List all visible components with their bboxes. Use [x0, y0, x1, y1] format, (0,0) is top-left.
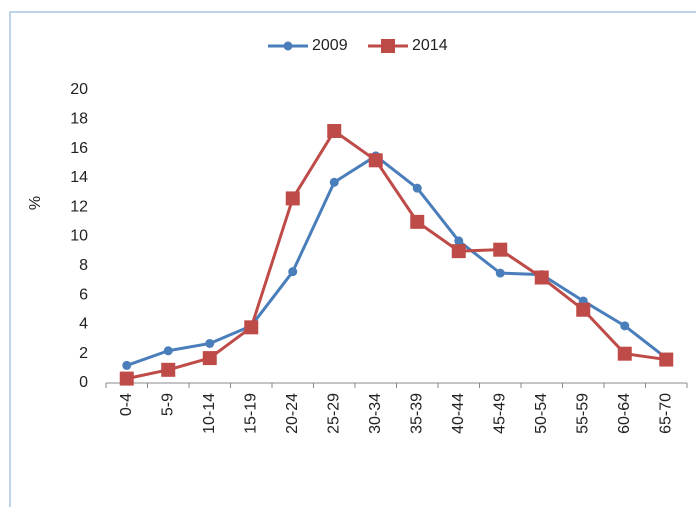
marker [412, 183, 422, 193]
y-axis-label: % [27, 196, 44, 210]
x-tick-label: 20-24 [284, 393, 301, 434]
marker [244, 320, 259, 335]
marker [451, 244, 466, 259]
x-tick-label: 0-4 [118, 393, 135, 416]
x-tick-label: 45-49 [491, 393, 508, 434]
marker [617, 346, 632, 361]
y-tick-label: 6 [79, 286, 88, 303]
marker [454, 236, 464, 246]
y-tick-label: 14 [70, 169, 88, 186]
marker [119, 371, 134, 386]
marker [288, 267, 298, 277]
marker [163, 346, 173, 356]
legend-label: 2014 [412, 37, 448, 54]
x-tick-label: 30-34 [367, 393, 384, 434]
marker [534, 270, 549, 285]
y-tick-label: 18 [70, 111, 88, 128]
x-tick-label: 15-19 [242, 393, 259, 434]
marker [410, 214, 425, 229]
y-tick-label: 12 [70, 198, 88, 215]
x-tick-label: 35-39 [408, 393, 425, 434]
y-tick-label: 20 [70, 81, 88, 98]
y-tick-label: 10 [70, 228, 88, 245]
marker [205, 338, 215, 348]
x-tick-label: 50-54 [533, 393, 550, 434]
x-tick-label: 25-29 [325, 393, 342, 434]
y-tick-label: 2 [79, 345, 88, 362]
marker [368, 153, 383, 168]
legend-marker [381, 39, 395, 53]
x-tick-label: 40-44 [450, 393, 467, 434]
marker [202, 351, 217, 366]
marker [576, 302, 591, 317]
marker [659, 352, 674, 367]
marker [493, 242, 508, 257]
marker [620, 321, 630, 331]
series-line [126, 154, 668, 367]
y-tick-label: 0 [79, 374, 88, 391]
marker [495, 268, 505, 278]
marker [329, 177, 339, 187]
x-tick-label: 60-64 [616, 393, 633, 434]
y-tick-label: 16 [70, 140, 88, 157]
chart-frame [9, 11, 696, 512]
y-tick-label: 8 [79, 257, 88, 274]
x-tick-label: 10-14 [201, 393, 218, 434]
marker [161, 362, 176, 377]
x-tick-label: 5-9 [159, 393, 176, 416]
x-tick-label: 55-59 [574, 393, 591, 434]
legend-marker [283, 41, 293, 51]
marker [285, 191, 300, 206]
legend-label: 2009 [312, 37, 348, 54]
marker [327, 124, 342, 139]
y-tick-label: 4 [79, 316, 88, 333]
x-tick-label: 65-70 [657, 393, 674, 434]
marker [122, 360, 132, 370]
